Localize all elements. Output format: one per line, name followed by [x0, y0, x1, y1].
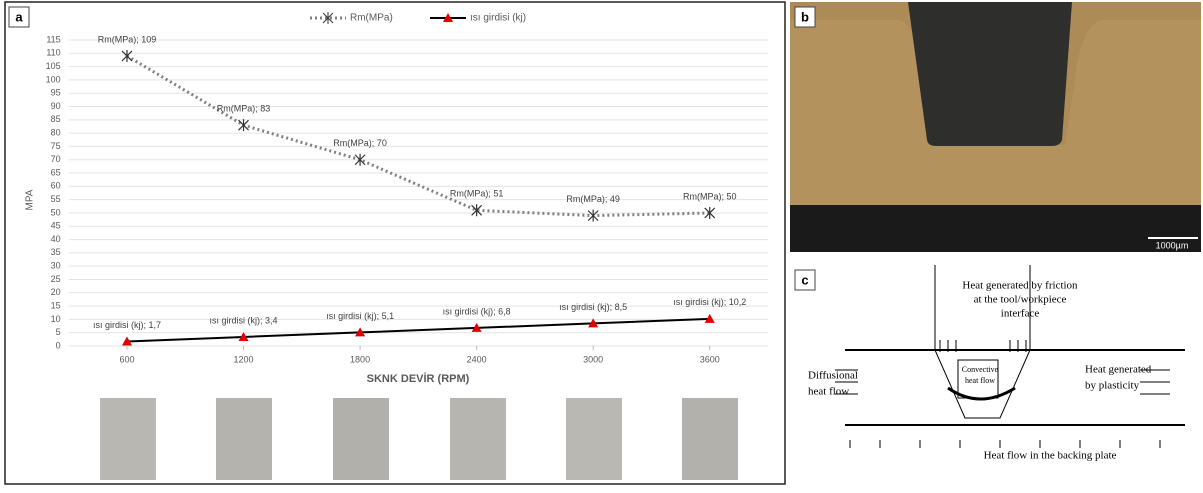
y-tick-label: 20	[51, 287, 61, 297]
legend-label: Rm(MPa)	[350, 13, 393, 24]
diagram-labels: Heat generated by friction at the tool/w…	[808, 280, 1152, 462]
y-tick-label: 70	[51, 154, 61, 164]
groove	[908, 2, 1072, 146]
data-label: ısı girdisi (kj); 5,1	[326, 311, 394, 321]
panel-label: a	[15, 9, 23, 24]
panel-label: c	[801, 272, 808, 287]
y-tick-label: 115	[46, 34, 60, 44]
diagram-label: Heat generated	[1085, 364, 1152, 376]
data-label: ısı girdisi (kj); 6,8	[443, 306, 511, 316]
diagram-label: heat flow	[808, 386, 849, 398]
y-tick-label: 105	[46, 61, 61, 71]
diagram-label: Diffusional	[808, 370, 858, 382]
x-tick-label: 2400	[467, 354, 487, 364]
data-label: Rm(MPa); 83	[217, 104, 271, 114]
diagram-label: Heat flow in the backing plate	[984, 450, 1117, 462]
micrograph-footer	[790, 205, 1201, 252]
y-tick-label: 55	[51, 194, 61, 204]
y-tick-label: 95	[51, 88, 61, 98]
y-tick-label: 75	[51, 141, 61, 151]
scale-bar-label: 1000µm	[1156, 240, 1189, 250]
diagram-label: Convective	[962, 365, 999, 374]
y-axis-label: MPA	[25, 189, 36, 210]
x-tick-label: 1800	[350, 354, 370, 364]
y-tick-label: 15	[51, 300, 61, 310]
y-tick-label: 25	[51, 274, 61, 284]
y-tick-label: 10	[51, 314, 61, 324]
photo	[100, 398, 156, 480]
data-label: Rm(MPa); 50	[683, 191, 737, 201]
photo	[450, 398, 506, 480]
legend-label: ısı girdisi (kj)	[470, 13, 526, 24]
x-tick-label: 600	[119, 354, 134, 364]
y-tick-label: 0	[56, 340, 61, 350]
data-label: Rm(MPa); 109	[98, 34, 157, 44]
x-tick-label: 1200	[234, 354, 254, 364]
x-tick-label: 3000	[583, 354, 603, 364]
figure: a MPA SKNK DEVİR (RPM) 0 5 10 15 20 25 30 35 40 4…	[0, 0, 1203, 488]
y-tick-label: 40	[51, 234, 61, 244]
y-tick-label: 60	[51, 181, 61, 191]
photo	[216, 398, 272, 480]
y-tick-label: 110	[46, 48, 60, 58]
y-tick-label: 100	[46, 74, 61, 84]
x-axis-label: SKNK DEVİR (RPM)	[367, 372, 470, 385]
y-tick-label: 90	[51, 101, 61, 111]
data-label: ısı girdisi (kj); 10,2	[673, 297, 746, 307]
diagram-label: Heat generated by friction	[962, 280, 1078, 292]
data-label: ısı girdisi (kj); 8,5	[559, 302, 627, 312]
data-label: Rm(MPa); 51	[450, 189, 504, 199]
x-tick-label: 3600	[700, 354, 720, 364]
diagram-label: interface	[1001, 308, 1040, 320]
y-tick-label: 80	[51, 128, 61, 138]
photo	[333, 398, 389, 480]
photo	[682, 398, 738, 480]
y-tick-label: 45	[51, 221, 61, 231]
data-label: Rm(MPa); 49	[566, 194, 620, 204]
y-tick-label: 5	[56, 327, 61, 337]
data-label: ısı girdisi (kj); 3,4	[210, 315, 278, 325]
data-label: ısı girdisi (kj); 1,7	[93, 320, 161, 330]
panel-label: b	[801, 9, 809, 24]
y-tick-label: 50	[51, 207, 61, 217]
backing-arrows	[850, 440, 1160, 448]
y-tick-label: 85	[51, 114, 61, 124]
data-label: Rm(MPa); 70	[333, 138, 387, 148]
diagram-label: heat flow	[965, 376, 995, 385]
y-tick-label: 30	[51, 261, 61, 271]
diagram-label: at the tool/workpiece	[974, 294, 1067, 306]
y-tick-label: 35	[51, 247, 61, 257]
diagram-label: by plasticity	[1085, 380, 1140, 392]
y-tick-label: 65	[51, 167, 61, 177]
photo	[566, 398, 622, 480]
diagram	[835, 265, 1185, 448]
